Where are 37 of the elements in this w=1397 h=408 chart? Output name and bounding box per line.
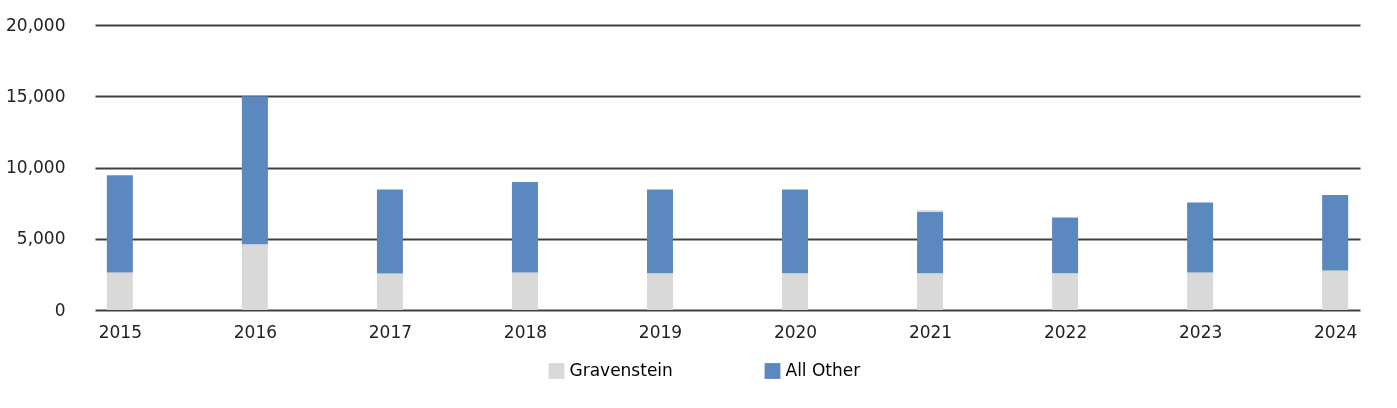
x-tick-label: 2017: [368, 321, 413, 342]
legend-label: Gravenstein: [569, 360, 673, 380]
bar: [1322, 270, 1349, 310]
bar: [241, 96, 268, 245]
bar: [241, 244, 268, 310]
y-tick-label: 20,000: [6, 14, 66, 35]
bar: [917, 212, 944, 274]
x-tick-label: 2019: [638, 321, 683, 342]
x-tick-label: 2018: [503, 321, 548, 342]
x-tick-label: 2022: [1043, 321, 1088, 342]
bar: [782, 273, 809, 310]
bar: [376, 189, 403, 274]
y-tick-label: 15,000: [6, 85, 66, 106]
x-tick-label: 2023: [1178, 321, 1223, 342]
legend-label: All Other: [785, 360, 861, 380]
x-tick-label: 2020: [773, 321, 818, 342]
bar: [646, 189, 673, 274]
bar: [106, 272, 133, 310]
bar: [1052, 273, 1079, 310]
x-tick-label: 2024: [1314, 321, 1358, 342]
bar: [1187, 202, 1214, 273]
y-tick-label: 0: [54, 299, 66, 320]
x-tick-label: 2015: [98, 321, 142, 342]
bar: [1052, 217, 1079, 274]
bar: [106, 175, 133, 273]
x-tick-label: 2021: [908, 321, 953, 342]
bar: [917, 273, 944, 310]
bar: [511, 272, 538, 310]
bar: [1322, 195, 1349, 271]
x-tick-label: 2016: [233, 321, 278, 342]
bar: [511, 181, 538, 273]
bar: [1187, 272, 1214, 310]
y-tick-label: 5,000: [16, 228, 66, 249]
bar: [646, 273, 673, 310]
y-tick-label: 10,000: [6, 157, 66, 177]
bar: [376, 273, 403, 310]
bar: [782, 189, 809, 274]
